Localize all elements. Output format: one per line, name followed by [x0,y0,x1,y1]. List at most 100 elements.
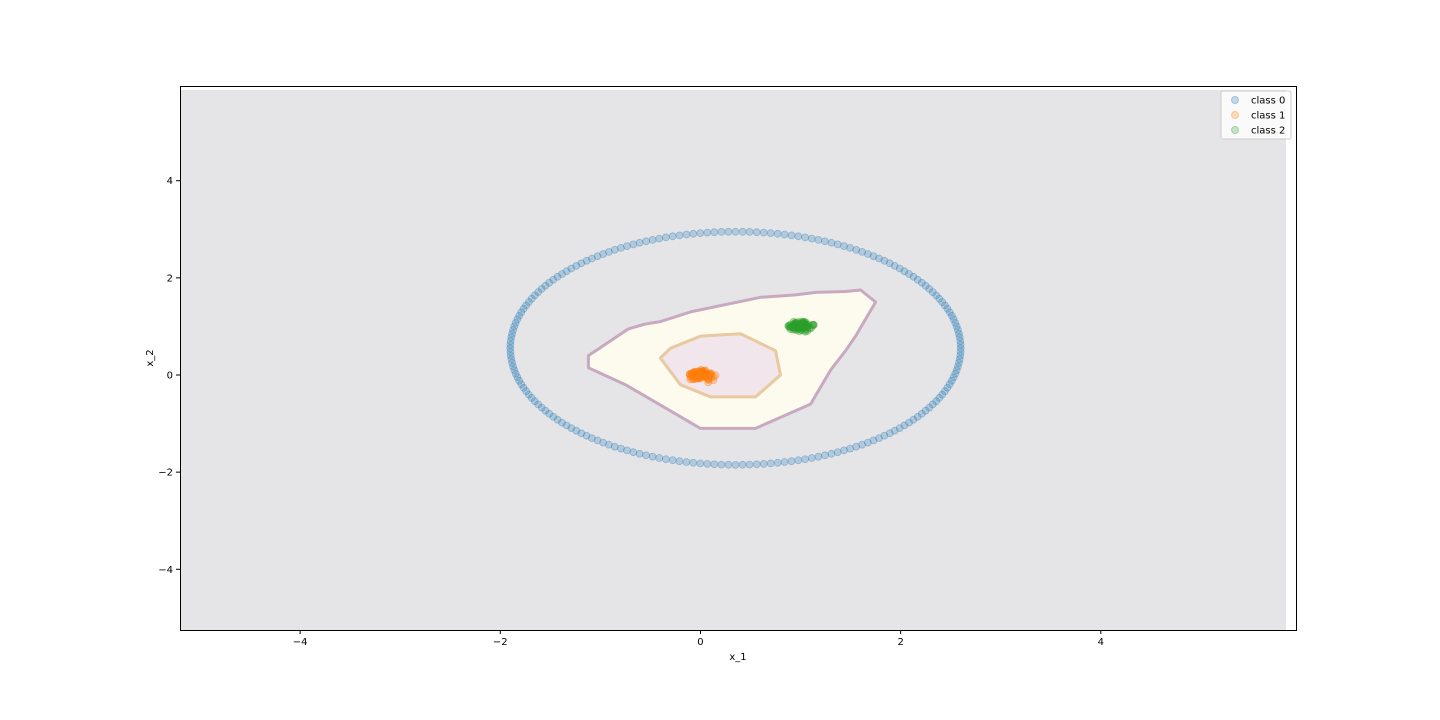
x-tick-label: −2 [493,637,508,648]
data-point [703,373,711,382]
data-point [541,406,550,415]
data-point [707,371,716,380]
data-point [799,323,808,331]
data-point [698,367,706,376]
data-point [951,369,960,378]
data-point [701,366,710,375]
data-point [701,367,709,376]
data-point [752,460,761,469]
data-point [703,370,711,379]
data-point [791,323,800,332]
data-point [698,370,707,379]
data-point [685,370,694,379]
data-point [675,457,684,466]
data-point [954,326,962,334]
data-point [522,301,530,310]
data-point [803,325,812,334]
data-point [506,351,515,360]
data-point [701,372,710,381]
data-point [801,320,810,329]
data-point [694,369,702,377]
data-point [799,320,807,329]
data-point [766,459,775,468]
data-point [698,369,706,378]
data-point [724,227,733,236]
data-point [588,254,596,263]
data-point [794,322,803,331]
data-point [827,449,836,458]
data-point [797,326,806,334]
data-point [698,368,707,377]
data-point [511,369,520,378]
data-point [875,434,883,443]
data-point [698,370,706,379]
data-point [506,340,515,349]
data-point [805,324,814,332]
data-point [510,366,519,375]
data-point [801,455,809,464]
data-point [955,329,963,338]
data-point [793,322,802,331]
data-point [692,374,701,383]
data-point [921,406,930,415]
data-point [789,322,798,331]
data-point [800,319,809,328]
y-axis-label: x_2 [145,349,156,366]
data-point [799,318,807,327]
data-point [562,421,571,430]
data-point [688,369,696,378]
data-point [553,272,562,281]
data-point [921,281,930,290]
x-tick-label: 2 [897,637,903,648]
data-point [688,371,696,380]
data-point [852,442,861,451]
data-point [610,245,619,254]
data-point [798,319,807,328]
data-point [943,383,952,392]
y-tick-label: 2 [167,273,173,284]
data-point [696,369,704,378]
data-point [688,371,697,380]
data-point [752,228,761,237]
data-point [675,231,684,240]
data-point [617,243,625,252]
data-point [690,374,698,383]
data-point [800,321,809,330]
data-point [698,370,707,379]
data-point [517,380,526,389]
data-point [793,320,802,329]
data-point [694,369,703,378]
data-point [793,319,801,328]
legend-label-class-1: class 1 [1251,111,1285,122]
data-point [648,452,657,461]
x-axis: −4 −2 0 2 4 [293,630,1104,648]
data-point [545,409,554,418]
data-point [787,323,795,331]
data-point [789,325,797,334]
data-point [895,264,904,273]
data-point [706,369,715,378]
data-point [513,315,522,324]
data-point [707,373,715,382]
data-point [956,351,965,360]
data-point [792,323,800,332]
data-point [530,397,539,406]
data-point [875,254,883,263]
data-point [696,365,705,374]
data-point [655,454,664,462]
data-point [956,344,965,353]
data-point [799,321,808,330]
data-point [572,261,581,270]
data-point [796,320,805,329]
data-point [956,340,965,349]
data-point [928,288,937,297]
scatter-points [506,227,965,469]
data-point [704,376,713,385]
data-point [562,267,571,276]
data-point [885,429,894,438]
data-point [795,325,803,333]
data-point [541,281,550,290]
plot-area [180,90,1286,630]
data-point [796,321,804,330]
data-point [519,383,528,392]
